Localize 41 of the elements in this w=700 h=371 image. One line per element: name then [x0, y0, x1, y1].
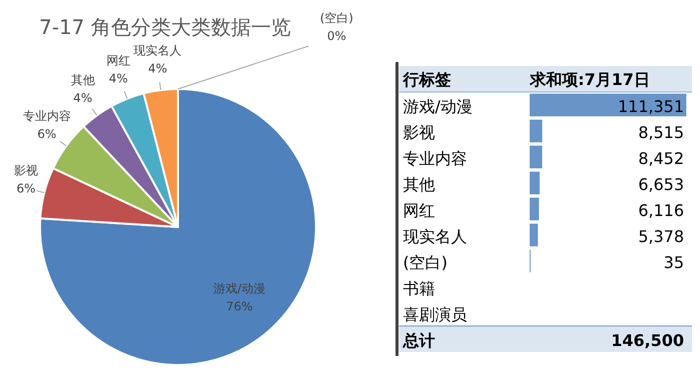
category-label: (空白): [320, 11, 354, 25]
chart-title: 求和项:7月17日: [529, 70, 650, 89]
data-label: 6,116: [638, 201, 684, 220]
text: 总计: [402, 331, 435, 350]
y-tick-label: 游戏/动漫: [403, 97, 472, 116]
data-label: 6,653: [638, 175, 684, 194]
slice-label: 影视: [14, 164, 38, 178]
y-tick-label: 影视: [403, 123, 435, 142]
data-label: 35: [664, 253, 684, 272]
y-tick-label: 其他: [403, 175, 435, 194]
y-tick-label: (空白): [403, 253, 448, 272]
data-label: 6%: [16, 182, 36, 196]
slice-label: 游戏/动漫: [213, 281, 266, 296]
data-label: 8,515: [638, 123, 684, 142]
data-label: 4%: [108, 71, 128, 86]
text: 0%: [327, 29, 346, 43]
y-tick-label: 网红: [403, 201, 435, 220]
slice-label: 网红: [106, 53, 130, 68]
y-tick-label: 喜剧演员: [403, 305, 467, 324]
y-tick-label: 书籍: [403, 279, 435, 298]
data-label: 4%: [148, 61, 168, 76]
data-label: 6%: [37, 126, 56, 141]
bar: [530, 172, 540, 194]
slice-label: 专业内容: [22, 108, 71, 123]
bar: [530, 198, 539, 220]
slice-label: 其他: [70, 72, 95, 87]
data-label: 4%: [73, 90, 92, 105]
data-label: 8,452: [638, 149, 684, 168]
bar: [530, 120, 542, 142]
text: 146,500: [611, 331, 684, 350]
bar: [530, 146, 542, 168]
bar: [530, 94, 686, 116]
data-label: 76%: [226, 299, 253, 314]
data-label: 111,351: [618, 97, 684, 116]
data-label: 5,378: [638, 227, 684, 246]
bar: [530, 224, 538, 246]
y-tick-label: 专业内容: [403, 149, 467, 168]
y-tick-label: 现实名人: [403, 227, 467, 246]
chart-title: 7-17 角色分类大类数据一览: [39, 15, 291, 39]
y-axis-title: 行标签: [402, 70, 451, 89]
slice-label: 现实名人: [134, 43, 182, 58]
